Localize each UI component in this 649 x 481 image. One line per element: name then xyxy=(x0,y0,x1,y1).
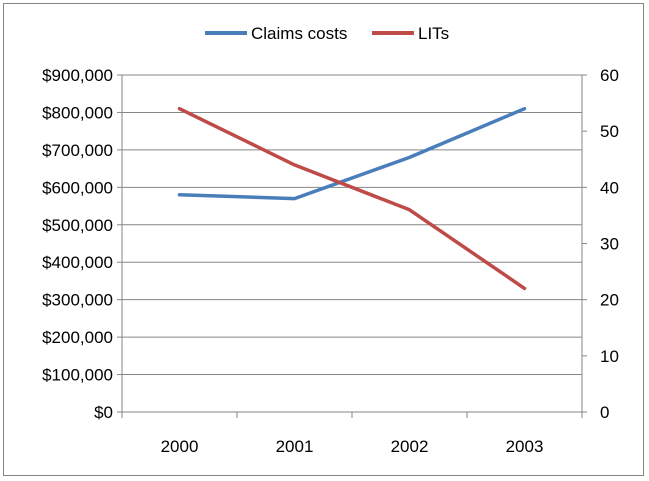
right-tick-label: 60 xyxy=(600,66,619,85)
legend-label: Claims costs xyxy=(251,24,347,43)
left-tick-label: $900,000 xyxy=(42,66,113,85)
legend-label: LITs xyxy=(418,24,449,43)
left-tick-label: $100,000 xyxy=(42,366,113,385)
chart-frame xyxy=(3,3,644,476)
series-line-lits xyxy=(177,106,527,291)
left-tick-label: $200,000 xyxy=(42,328,113,347)
left-y-axis-ticks: $0 $100,000 $200,000 $300,000 $400,000 $500,0… xyxy=(42,66,122,422)
right-tick-label: 20 xyxy=(600,291,619,310)
series-line-claims-costs xyxy=(177,106,527,201)
right-tick-label: 30 xyxy=(600,235,619,254)
series-lines xyxy=(177,106,527,291)
x-tick-label: 2000 xyxy=(161,437,199,456)
right-tick-label: 0 xyxy=(600,403,609,422)
x-tick-label: 2003 xyxy=(506,437,544,456)
left-tick-label: $0 xyxy=(94,403,113,422)
left-tick-label: $700,000 xyxy=(42,141,113,160)
left-tick-label: $400,000 xyxy=(42,253,113,272)
right-tick-label: 10 xyxy=(600,347,619,366)
left-tick-label: $600,000 xyxy=(42,178,113,197)
legend: Claims costs LITs xyxy=(205,24,449,43)
right-tick-label: 50 xyxy=(600,122,619,141)
gridlines xyxy=(122,74,582,376)
right-tick-label: 40 xyxy=(600,178,619,197)
left-tick-label: $500,000 xyxy=(42,216,113,235)
x-tick-label: 2001 xyxy=(276,437,314,456)
x-tick-label: 2002 xyxy=(391,437,429,456)
right-y-axis-ticks: 0 10 20 30 40 50 60 xyxy=(582,66,619,422)
x-axis-ticks: 2000 2001 2002 2003 xyxy=(121,412,583,456)
axes xyxy=(121,75,583,413)
left-tick-label: $300,000 xyxy=(42,291,113,310)
left-tick-label: $800,000 xyxy=(42,103,113,122)
